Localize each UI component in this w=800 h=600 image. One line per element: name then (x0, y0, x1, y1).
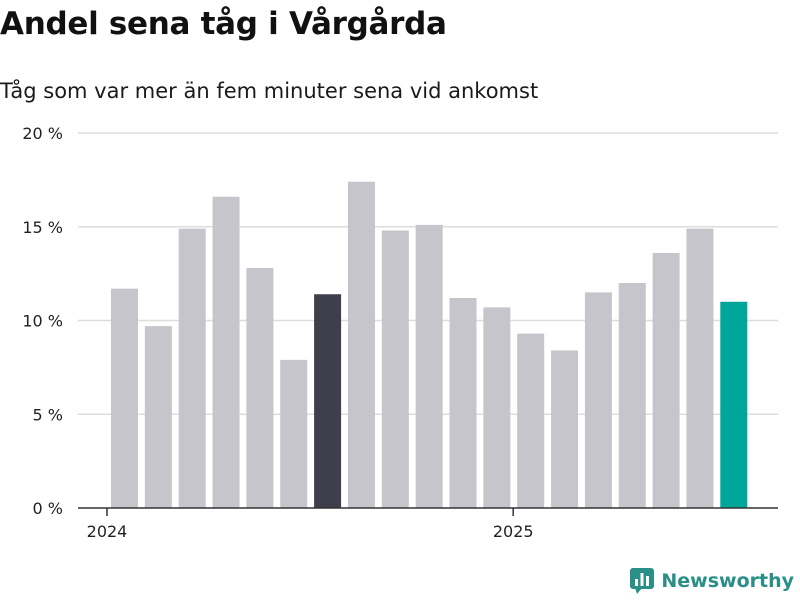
bar (347, 181, 375, 508)
x-axis-tick-labels: 2024 2025 (87, 508, 534, 541)
chart-title: Andel sena tåg i Vårgårda (0, 6, 447, 42)
newsworthy-logo-icon (630, 568, 655, 594)
bar (618, 283, 646, 508)
bar (212, 196, 240, 508)
bar (449, 298, 477, 508)
brand-label: Newsworthy (661, 570, 794, 592)
bar (517, 333, 545, 508)
bar (246, 268, 274, 508)
brand-logo: Newsworthy (629, 567, 794, 595)
bar (584, 292, 612, 508)
bar (314, 294, 342, 508)
bar (652, 253, 680, 508)
bars (111, 181, 748, 508)
y-axis-tick-labels: 0 % 5 % 10 % 15 % 20 % (22, 124, 63, 518)
x-tick-label: 2025 (493, 522, 534, 541)
y-tick-label: 5 % (33, 405, 63, 424)
bar (720, 301, 748, 508)
y-tick-label: 0 % (33, 499, 63, 518)
bar (483, 307, 511, 508)
bar (280, 359, 308, 508)
chart-subtitle: Tåg som var mer än fem minuter sena vid … (0, 79, 539, 103)
y-tick-label: 10 % (22, 312, 63, 331)
x-tick-label: 2024 (87, 522, 128, 541)
bar (381, 230, 409, 508)
bar (178, 228, 206, 508)
y-tick-label: 15 % (22, 218, 63, 237)
bar (551, 350, 579, 508)
y-tick-label: 20 % (22, 124, 63, 143)
bar (415, 224, 443, 508)
bar (111, 288, 138, 508)
bar (686, 228, 714, 508)
bar (144, 326, 172, 508)
